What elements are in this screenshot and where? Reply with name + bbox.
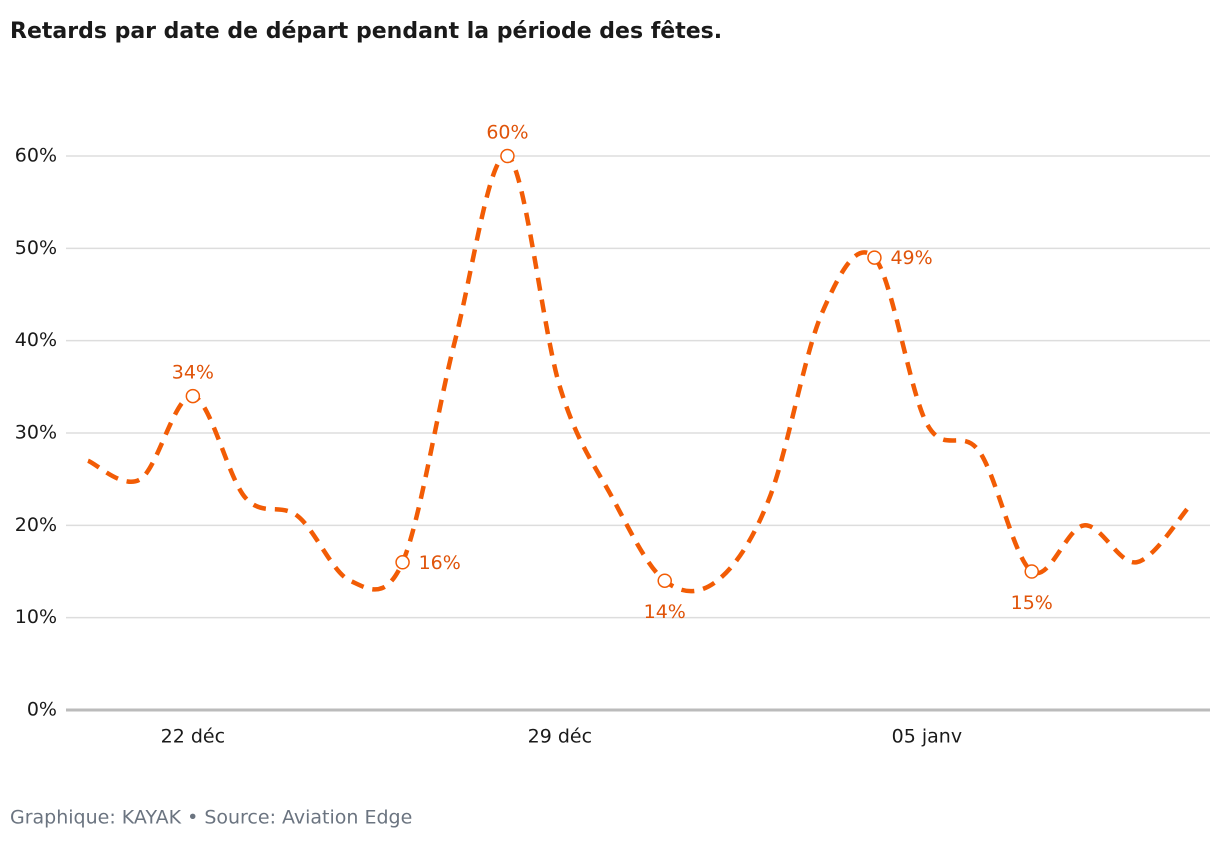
y-tick-label: 10% <box>15 606 57 628</box>
source-note: Graphique: KAYAK • Source: Aviation Edge <box>10 807 412 829</box>
point-marker <box>395 555 410 570</box>
data-label: 16% <box>419 552 461 574</box>
chart-title: Retards par date de départ pendant la pé… <box>10 19 722 44</box>
data-label: 34% <box>172 362 214 384</box>
y-tick-label: 40% <box>15 329 57 351</box>
x-tick-label: 22 déc <box>161 726 225 748</box>
data-label: 14% <box>644 601 686 623</box>
point-marker <box>185 388 201 404</box>
x-tick-label: 29 déc <box>528 726 592 748</box>
x-tick-label: 05 janv <box>892 726 962 748</box>
y-tick-label: 30% <box>15 422 57 444</box>
y-tick-label: 50% <box>15 237 57 259</box>
y-tick-label: 60% <box>15 145 57 167</box>
data-label: 49% <box>890 247 932 269</box>
y-tick-label: 0% <box>27 699 57 721</box>
point-marker <box>657 573 672 588</box>
point-marker <box>500 148 515 164</box>
point-marker <box>867 250 882 265</box>
data-label: 15% <box>1011 592 1053 614</box>
point-marker <box>1024 564 1039 579</box>
data-label: 60% <box>486 122 528 144</box>
y-tick-label: 20% <box>15 514 57 536</box>
